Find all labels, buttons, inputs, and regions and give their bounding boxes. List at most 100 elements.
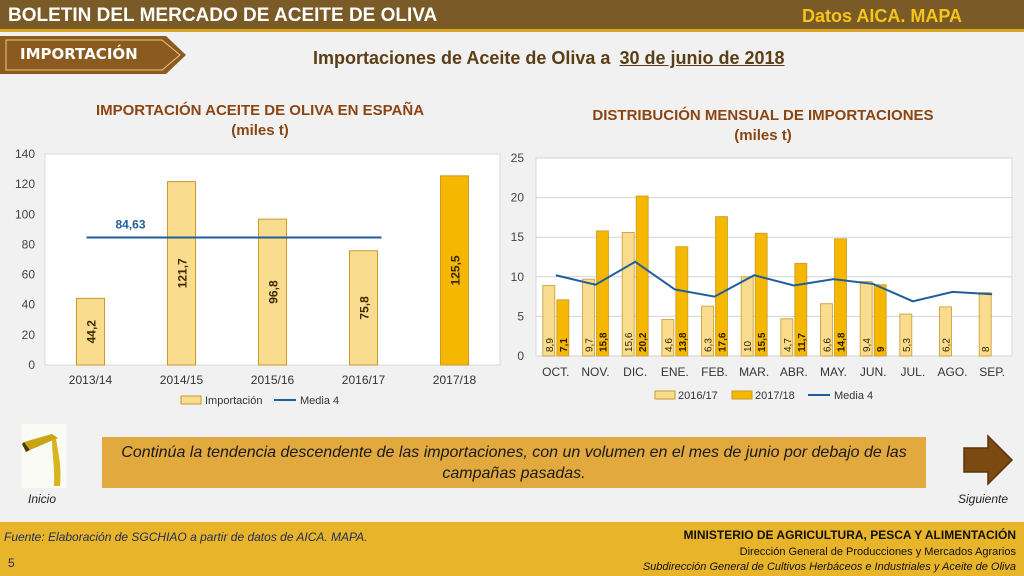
x-tick-label: 2014/15 [160,373,204,387]
top-header-bar: BOLETIN DEL MERCADO DE ACEITE DE OLIVA D… [0,0,1024,32]
section-tag-label: IMPORTACIÓN [20,45,138,63]
bar-data-label: 9,4 [862,338,873,352]
data-source-tag: Datos AICA. MAPA [801,6,962,26]
legend-label-2017-18: 2017/18 [755,390,795,402]
bar-data-label: 4,6 [664,338,675,352]
annual-chart-subtitle: (miles t) [231,122,289,139]
bar [715,216,728,357]
bar-data-label: 4,7 [783,338,794,352]
x-tick-label: 2013/14 [69,373,113,387]
x-tick-label: ABR. [780,365,808,379]
y-tick-label: 0 [517,349,524,363]
annual-chart-title: IMPORTACIÓN ACEITE DE OLIVA EN ESPAÑA [95,102,425,119]
y-tick-label: 60 [22,268,36,282]
bar-data-label: 96,8 [267,280,281,304]
bar [794,262,808,357]
bar-data-label: 75,8 [358,296,372,320]
bar [582,278,595,357]
bar [740,276,754,357]
bar-data-label: 17,6 [718,332,729,352]
y-tick-label: 40 [22,298,36,312]
y-tick-label: 5 [517,309,524,323]
next-link[interactable]: Siguiente [958,492,1009,506]
bar-data-label: 20,2 [638,332,649,352]
olive-oil-icon[interactable] [22,424,66,488]
bar [859,281,873,357]
x-tick-label: OCT. [542,365,569,379]
x-tick-label: JUL. [900,365,925,379]
bar [258,218,287,366]
page-headline: Importaciones de Aceite de Oliva a 30 de… [313,48,785,69]
bar-data-label: 9 [876,346,887,352]
bar-data-label: 14,8 [837,332,848,352]
bar [873,284,887,357]
bar [834,238,847,357]
bar [820,303,833,357]
x-tick-label: JUN. [860,365,887,379]
bar-data-label: 15,6 [624,332,635,352]
footer-bar: Fuente: Elaboración de SGCHIAO a partir … [0,522,1024,576]
page-number: 5 [8,556,15,570]
bar [596,230,609,357]
bar-data-label: 11,7 [797,333,808,352]
legend-label-importacion: Importación [205,395,262,407]
bar [780,318,794,357]
bar [556,299,570,357]
bar-data-label: 121,7 [176,258,190,288]
prev-link[interactable]: Inicio [28,492,57,506]
x-tick-label: MAY. [820,365,847,379]
y-tick-label: 80 [22,237,36,251]
bar [167,181,196,366]
bar-data-label: 8,9 [545,338,556,352]
monthly-chart-title-block: DISTRIBUCIÓN MENSUAL DE IMPORTACIONES (m… [540,106,986,146]
bar-data-label: 7,1 [559,338,570,352]
footer-directorate: Dirección General de Producciones y Merc… [739,546,1016,558]
bar [754,232,768,357]
bar-data-label: 15,5 [757,332,768,352]
monthly-imports-chart: 0 5 10 15 20 25 8,9 7,1 OCT. 9,7 15,8 NOV. 15,6 20,2 D… [511,151,1013,402]
footer-subdirectorate: Subdirección General de Cultivos Herbáce… [642,561,1016,573]
next-arrow-icon[interactable] [962,434,1014,486]
y-tick-label: 25 [511,151,525,165]
x-tick-label: 2016/17 [342,373,386,387]
x-tick-label: FEB. [701,365,728,379]
annual-chart-title-block: IMPORTACIÓN ACEITE DE OLIVA EN ESPAÑA (m… [40,101,480,141]
legend-label-2016-17: 2016/17 [678,390,718,402]
bar-data-label: 8 [981,346,992,352]
bar-data-label: 6,3 [704,338,715,352]
bar [661,319,675,357]
y-tick-label: 100 [15,207,35,221]
monthly-chart-title: DISTRIBUCIÓN MENSUAL DE IMPORTACIONES [592,107,934,124]
bulletin-title: BOLETIN DEL MERCADO DE ACEITE DE OLIVA [8,5,438,26]
summary-note: Continúa la tendencia descendente de las… [102,437,926,488]
bar [76,297,105,366]
y-tick-label: 140 [15,147,35,161]
section-tag: IMPORTACIÓN [0,36,186,74]
bar [440,175,469,366]
bar [542,285,556,357]
x-tick-label: ENE. [661,365,689,379]
bar [899,313,913,357]
bar-data-label: 10 [743,340,754,352]
y-tick-label: 20 [22,328,36,342]
x-tick-label: DIC. [623,365,647,379]
bar-data-label: 6,6 [823,338,834,352]
x-tick-label: AGO. [937,365,967,379]
legend-label-media: Media 4 [300,395,339,407]
section-tag-arrow-shape [0,36,186,74]
x-tick-label: NOV. [581,365,609,379]
bar [349,250,378,366]
y-tick-label: 0 [28,358,35,372]
bar-data-label: 125,5 [449,255,463,285]
media-4-value-label: 84,63 [115,217,145,231]
bar-data-label: 6,2 [942,338,953,352]
bar [939,306,952,357]
legend-label-media: Media 4 [834,390,873,402]
y-tick-label: 120 [15,177,35,191]
bar-data-label: 15,8 [599,332,610,352]
media-4-line [555,260,993,303]
y-tick-label: 15 [511,230,525,244]
x-tick-label: MAR. [739,365,769,379]
bar [635,195,649,357]
bar [978,292,992,357]
